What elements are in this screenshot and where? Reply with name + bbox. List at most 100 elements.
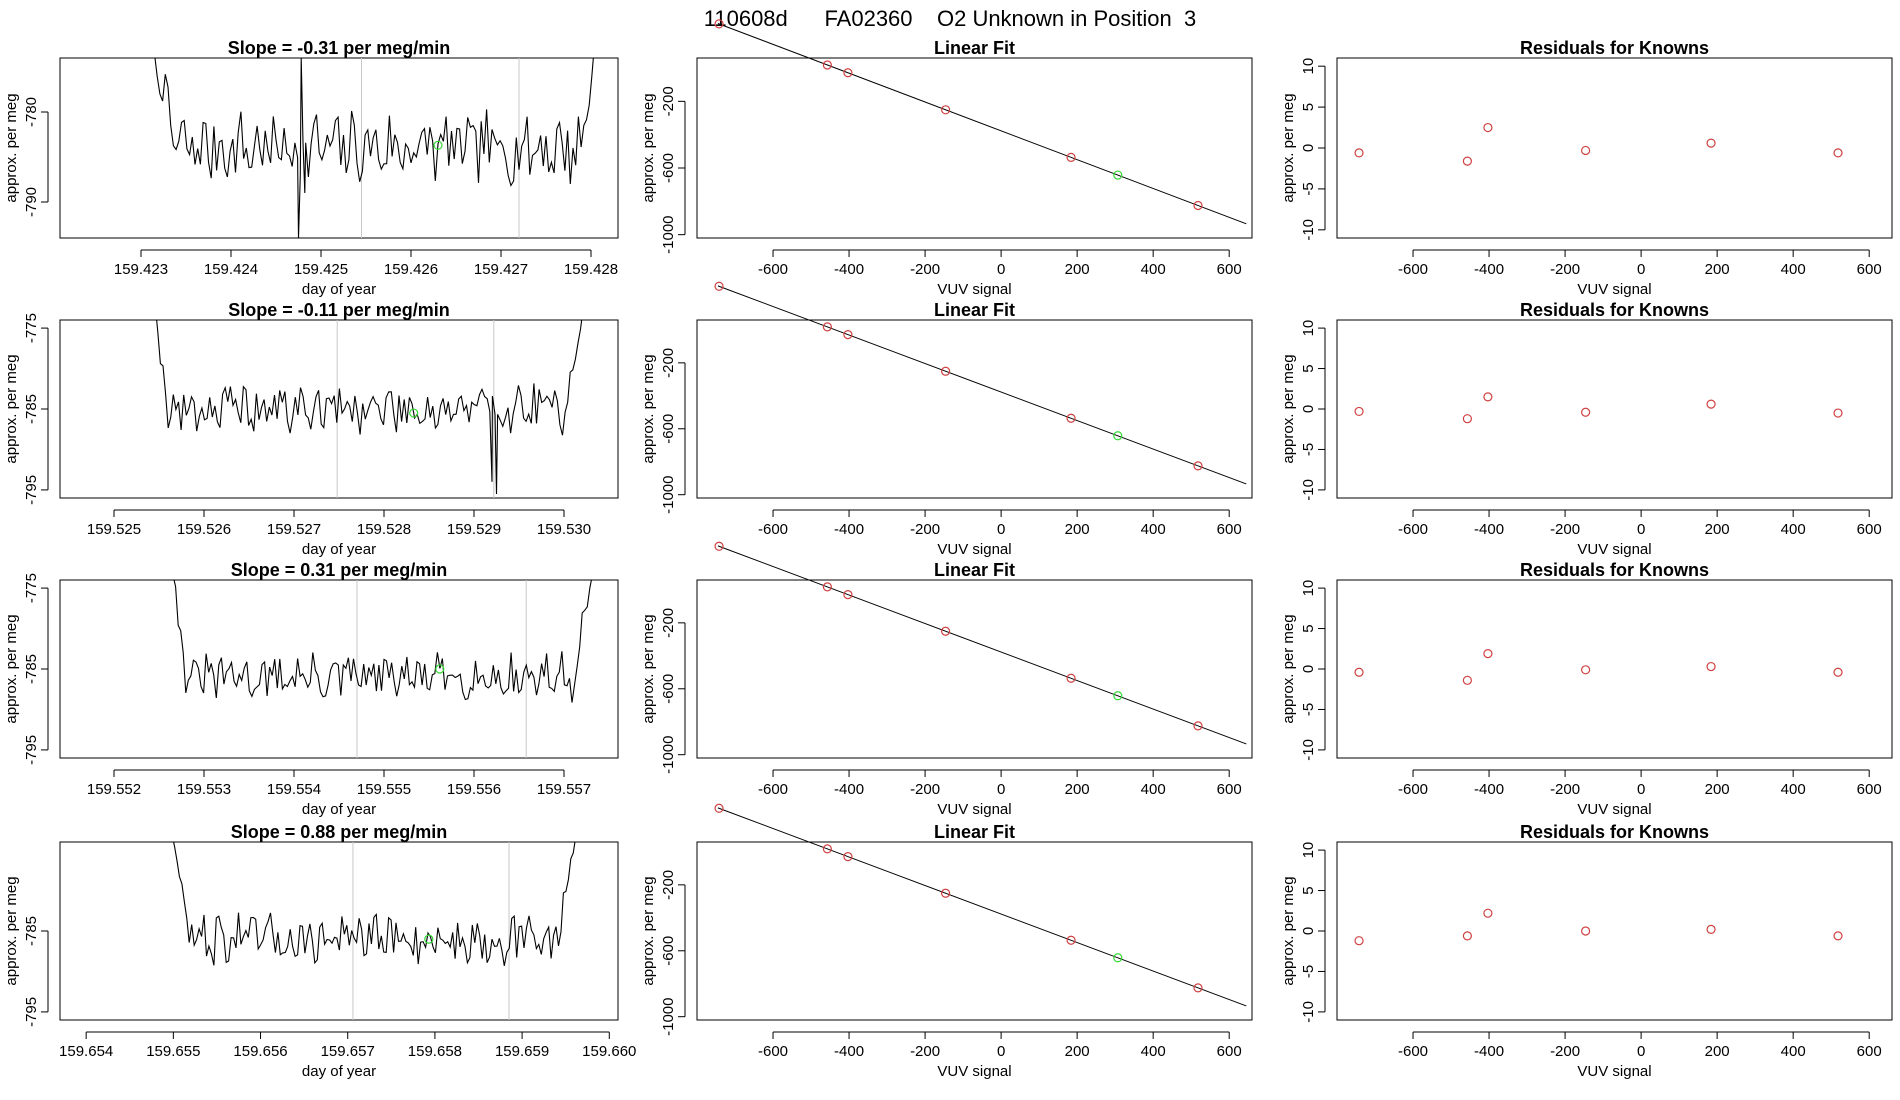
y-axis-label: approx. per meg — [3, 354, 20, 463]
x-tick-label: -600 — [758, 521, 788, 538]
known-point — [1066, 673, 1076, 683]
plot-frame — [1336, 319, 1893, 499]
x-tick-label: 159.530 — [537, 521, 591, 538]
residual-point — [1581, 407, 1591, 417]
plot-title: Linear Fit — [934, 38, 1015, 58]
y-tick-label: -600 — [660, 414, 677, 444]
x-tick-label: 159.529 — [447, 521, 501, 538]
x-axis-label: day of year — [302, 281, 376, 298]
y-axis-label: approx. per meg — [640, 876, 657, 985]
y-tick-label: 5 — [1300, 886, 1317, 894]
plot-title: Linear Fit — [934, 822, 1015, 842]
y-tick-label: -200 — [660, 870, 677, 900]
x-tick-label: 400 — [1141, 781, 1166, 798]
y-tick-label: -10 — [1300, 479, 1317, 501]
y-tick-label: -600 — [660, 936, 677, 966]
residual-point — [1483, 908, 1493, 918]
y-tick-label: -10 — [1300, 219, 1317, 241]
panel-9: Residuals for Knowns -600 -400 -200 0 200 400 6… — [1280, 560, 1893, 818]
x-tick-label: 159.528 — [357, 521, 411, 538]
residual-point — [1354, 936, 1364, 946]
y-axis-label: approx. per meg — [640, 93, 657, 202]
plot-title: Linear Fit — [934, 300, 1015, 320]
residual-point — [1833, 408, 1843, 418]
x-tick-label: -400 — [834, 781, 864, 798]
y-tick-label: -775 — [23, 313, 40, 343]
x-tick-label: 400 — [1141, 1043, 1166, 1060]
fit-line — [717, 285, 1247, 485]
residual-point — [1483, 392, 1493, 402]
y-tick-label: -10 — [1300, 739, 1317, 761]
plot-frame — [696, 579, 1253, 759]
x-tick-label: -400 — [1474, 261, 1504, 278]
x-tick-label: 400 — [1781, 1043, 1806, 1060]
y-tick-label: -790 — [23, 187, 40, 217]
x-tick-label: -200 — [910, 521, 940, 538]
series-line — [156, 320, 583, 495]
fit-line — [717, 807, 1247, 1007]
y-axis-label: approx. per meg — [3, 614, 20, 723]
y-tick-label: -5 — [1300, 965, 1317, 978]
x-tick-label: 400 — [1781, 261, 1806, 278]
x-tick-label: 159.554 — [267, 781, 321, 798]
x-tick-label: 600 — [1857, 1043, 1882, 1060]
known-point — [714, 281, 724, 291]
known-point — [822, 60, 832, 70]
known-point — [1066, 935, 1076, 945]
y-tick-label: 5 — [1300, 103, 1317, 111]
y-tick-label: 10 — [1300, 580, 1317, 597]
residual-point — [1706, 138, 1716, 148]
y-tick-label: -600 — [660, 674, 677, 704]
residual-point — [1833, 667, 1843, 677]
plot-title: Residuals for Knowns — [1520, 300, 1709, 320]
y-tick-label: 10 — [1300, 842, 1317, 859]
y-tick-label: 5 — [1300, 364, 1317, 372]
residual-point — [1706, 661, 1716, 672]
x-tick-label: 159.655 — [146, 1043, 200, 1060]
known-point — [843, 589, 853, 600]
x-tick-label: 159.425 — [294, 261, 348, 278]
unknown-point — [424, 934, 434, 944]
y-axis-label: approx. per meg — [640, 614, 657, 723]
plot-frame — [59, 841, 619, 1021]
x-tick-label: 159.428 — [564, 261, 618, 278]
known-point — [822, 582, 832, 592]
x-tick-label: 159.427 — [474, 261, 528, 278]
y-tick-label: -200 — [660, 608, 677, 638]
x-tick-label: 0 — [1637, 521, 1645, 538]
fit-line — [717, 545, 1247, 745]
x-tick-label: -600 — [1398, 521, 1428, 538]
x-tick-label: -600 — [758, 781, 788, 798]
unknown-point — [1113, 431, 1123, 441]
x-tick-label: 159.660 — [582, 1043, 636, 1060]
known-point — [1193, 983, 1203, 993]
x-tick-label: 600 — [1857, 261, 1882, 278]
plot-frame — [1336, 841, 1893, 1021]
panel-8: Linear Fit -600 -400 -200 0 200 400 600 VUV sign… — [640, 541, 1253, 818]
known-point — [822, 322, 832, 332]
panel-12: Residuals for Knowns -600 -400 -200 0 200 400 6… — [1280, 822, 1893, 1080]
y-tick-label: -795 — [23, 997, 40, 1027]
x-axis-label: VUV signal — [937, 1063, 1011, 1080]
y-tick-label: 0 — [1300, 144, 1317, 152]
plot-frame — [696, 319, 1253, 499]
residual-point — [1354, 406, 1364, 417]
panel-10: Slope = 0.88 per meg/min 159.654 159.655 15… — [3, 822, 636, 1080]
known-point — [1066, 413, 1076, 423]
panel-3: Residuals for Knowns -600 -400 -200 0 200 400 6… — [1280, 38, 1893, 298]
series-line — [173, 842, 576, 966]
plot-title: Slope = 0.88 per meg/min — [231, 822, 448, 842]
y-tick-label: -5 — [1300, 443, 1317, 456]
residual-point — [1581, 665, 1591, 675]
x-axis-label: VUV signal — [937, 801, 1011, 818]
y-tick-label: -1000 — [660, 736, 677, 774]
y-tick-label: -785 — [23, 654, 40, 684]
x-tick-label: 0 — [997, 261, 1005, 278]
x-tick-label: -200 — [1550, 521, 1580, 538]
y-tick-label: 0 — [1300, 927, 1317, 935]
x-axis-label: VUV signal — [937, 541, 1011, 558]
known-point — [1193, 721, 1203, 731]
y-tick-label: 0 — [1300, 405, 1317, 413]
x-tick-label: 159.656 — [233, 1043, 287, 1060]
x-tick-label: 200 — [1065, 261, 1090, 278]
